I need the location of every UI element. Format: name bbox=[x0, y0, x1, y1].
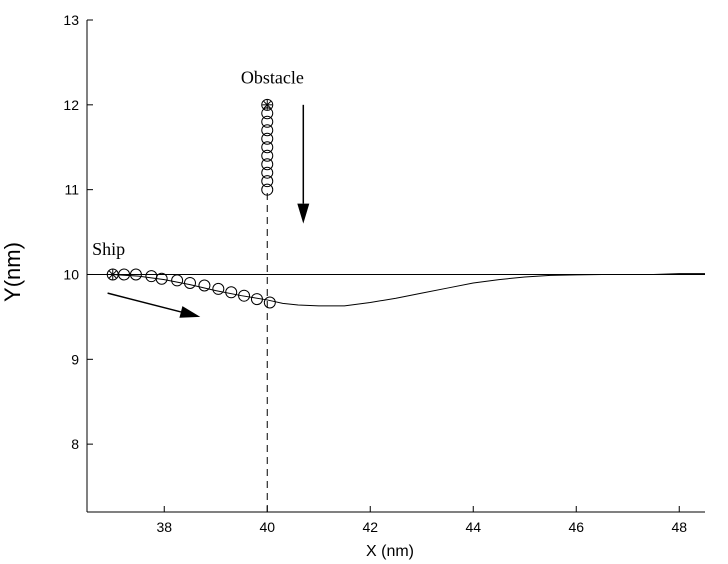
annotation-labels: Ship Obstacle bbox=[92, 68, 304, 259]
obstacle-marker-point bbox=[261, 115, 274, 128]
ship-marker-point bbox=[238, 289, 251, 302]
axis-ticks: 38 40 42 44 46 48 8 9 10 11 12 13 bbox=[63, 12, 687, 535]
arrow-shaft bbox=[107, 292, 182, 313]
y-tick-label: 9 bbox=[71, 351, 79, 367]
y-tick-label: 13 bbox=[63, 12, 79, 28]
ship-marker-point bbox=[184, 276, 196, 289]
obstacle-marker-point bbox=[261, 98, 274, 111]
arrow-head bbox=[179, 306, 201, 318]
ship-marker-point bbox=[171, 274, 184, 287]
star-stroke bbox=[108, 270, 117, 279]
obstacle-marker-point bbox=[261, 166, 274, 179]
annotation-label: Obstacle bbox=[241, 68, 304, 88]
y-tick-label: 10 bbox=[63, 266, 79, 282]
star-stroke bbox=[263, 100, 272, 109]
ship-marker-point bbox=[263, 296, 276, 309]
y-tick-label: 8 bbox=[71, 436, 79, 452]
ship-trajectory-line bbox=[112, 273, 705, 307]
arrows-group bbox=[107, 104, 310, 318]
ship-start-star-icon bbox=[107, 269, 118, 280]
x-tick-label: 46 bbox=[568, 519, 584, 535]
obstacle-marker-point bbox=[261, 124, 274, 137]
obstacle-marker-point bbox=[261, 141, 274, 154]
ship-marker-point bbox=[129, 268, 142, 281]
arrow-head bbox=[297, 203, 310, 224]
x-tick-label: 42 bbox=[362, 519, 378, 535]
x-tick-label: 48 bbox=[671, 519, 687, 535]
y-tick-label: 11 bbox=[64, 182, 79, 198]
annotation-label: Ship bbox=[92, 239, 125, 259]
obstacle-marker-point bbox=[261, 149, 274, 162]
y-axis-title: Y(nm) bbox=[0, 242, 25, 302]
x-axis-title: X (nm) bbox=[366, 543, 414, 560]
y-tick-label: 12 bbox=[63, 97, 79, 113]
obstacle-marker-point bbox=[261, 175, 274, 188]
obstacle-marker-point bbox=[261, 158, 274, 171]
ship-marker-point bbox=[198, 279, 211, 292]
ship-marker-point bbox=[212, 282, 225, 295]
ship-marker-point bbox=[118, 268, 131, 281]
ship-marker-point bbox=[155, 272, 168, 285]
x-tick-label: 44 bbox=[465, 519, 481, 535]
series-group bbox=[87, 98, 705, 512]
direction-arrow-icon bbox=[297, 104, 310, 224]
obstacle-marker-point bbox=[261, 132, 274, 145]
obstacle-start-star-icon bbox=[262, 99, 273, 110]
x-tick-label: 40 bbox=[259, 519, 275, 535]
x-tick-label: 38 bbox=[156, 519, 172, 535]
direction-arrow-icon bbox=[107, 292, 201, 318]
ship-marker-point bbox=[250, 293, 263, 306]
ship-marker-point bbox=[225, 286, 238, 299]
